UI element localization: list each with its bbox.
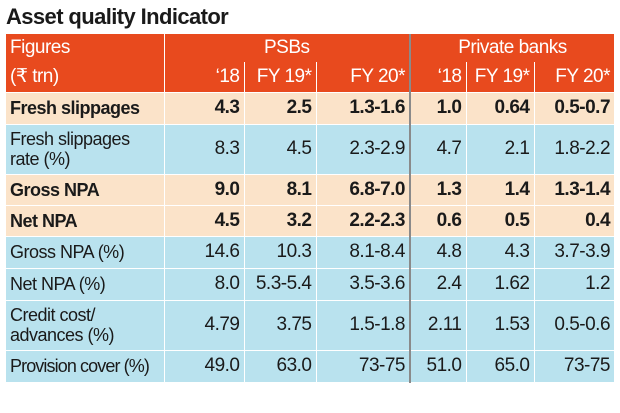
table-row: Provision cover (%) 49.0 63.0 73-75 51.0… xyxy=(6,350,615,383)
table-row: Credit cost/ advances (%) 4.79 3.75 1.5-… xyxy=(6,300,615,351)
cell-psb-18: 4.3 xyxy=(164,92,245,125)
table-row: Fresh slippages rate (%) 8.3 4.5 2.3-2.9… xyxy=(6,124,615,175)
header-figures-label: Figures xyxy=(6,34,165,62)
table-row: Gross NPA 9.0 8.1 6.8-7.0 1.3 1.4 1.3-1.… xyxy=(6,174,615,206)
cell-pvt-fy20: 3.7-3.9 xyxy=(534,236,615,269)
header-col-pvt-fy19: FY 19* xyxy=(466,62,535,93)
cell-psb-fy20: 2.3-2.9 xyxy=(316,124,411,175)
header-col-pvt-18: ‘18 xyxy=(410,62,467,93)
cell-psb-fy19: 2.5 xyxy=(244,92,317,125)
cell-pvt-fy20: 1.8-2.2 xyxy=(534,124,615,175)
cell-psb-fy19: 63.0 xyxy=(244,350,317,383)
row-label: Net NPA (%) xyxy=(6,268,165,301)
cell-pvt-18: 4.8 xyxy=(410,236,467,269)
cell-psb-fy20: 2.2-2.3 xyxy=(316,205,411,237)
row-label: Credit cost/ advances (%) xyxy=(6,300,165,351)
cell-psb-18: 8.0 xyxy=(164,268,245,301)
cell-psb-fy19: 3.2 xyxy=(244,205,317,237)
cell-psb-fy20: 6.8-7.0 xyxy=(316,174,411,206)
cell-pvt-fy19: 0.5 xyxy=(466,205,535,237)
cell-psb-18: 9.0 xyxy=(164,174,245,206)
cell-pvt-fy20: 1.2 xyxy=(534,268,615,301)
cell-psb-18: 4.79 xyxy=(164,300,245,351)
cell-pvt-18: 1.0 xyxy=(410,92,467,125)
header-row-years: (₹ trn) ‘18 FY 19* FY 20* ‘18 FY 19* FY … xyxy=(6,62,615,93)
asset-quality-table: Figures PSBs Private banks (₹ trn) ‘18 F… xyxy=(6,34,615,383)
cell-psb-fy20: 73-75 xyxy=(316,350,411,383)
row-label: Gross NPA xyxy=(6,174,165,206)
cell-psb-fy19: 5.3-5.4 xyxy=(244,268,317,301)
cell-pvt-18: 0.6 xyxy=(410,205,467,237)
cell-pvt-18: 51.0 xyxy=(410,350,467,383)
cell-pvt-fy19: 0.64 xyxy=(466,92,535,125)
header-row-groups: Figures PSBs Private banks xyxy=(6,34,615,62)
header-col-psb-fy19: FY 19* xyxy=(244,62,317,93)
header-group-private-banks: Private banks xyxy=(410,34,615,62)
cell-pvt-fy20: 1.3-1.4 xyxy=(534,174,615,206)
cell-pvt-fy19: 1.53 xyxy=(466,300,535,351)
cell-pvt-18: 2.4 xyxy=(410,268,467,301)
row-label: Fresh slippages xyxy=(6,92,165,125)
table-row: Net NPA 4.5 3.2 2.2-2.3 0.6 0.5 0.4 xyxy=(6,205,615,237)
cell-pvt-fy19: 2.1 xyxy=(466,124,535,175)
cell-pvt-18: 4.7 xyxy=(410,124,467,175)
cell-psb-18: 4.5 xyxy=(164,205,245,237)
cell-psb-18: 8.3 xyxy=(164,124,245,175)
header-col-pvt-fy20: FY 20* xyxy=(534,62,615,93)
cell-pvt-fy19: 65.0 xyxy=(466,350,535,383)
cell-psb-fy20: 1.3-1.6 xyxy=(316,92,411,125)
header-unit-label: (₹ trn) xyxy=(6,62,165,93)
cell-pvt-18: 2.11 xyxy=(410,300,467,351)
cell-pvt-fy19: 1.4 xyxy=(466,174,535,206)
table-row: Net NPA (%) 8.0 5.3-5.4 3.5-3.6 2.4 1.62… xyxy=(6,268,615,301)
cell-pvt-18: 1.3 xyxy=(410,174,467,206)
cell-psb-18: 14.6 xyxy=(164,236,245,269)
header-col-psb-fy20: FY 20* xyxy=(316,62,411,93)
table-row: Gross NPA (%) 14.6 10.3 8.1-8.4 4.8 4.3 … xyxy=(6,236,615,269)
row-label: Net NPA xyxy=(6,205,165,237)
cell-pvt-fy20: 73-75 xyxy=(534,350,615,383)
cell-pvt-fy20: 0.4 xyxy=(534,205,615,237)
header-col-psb-18: ‘18 xyxy=(164,62,245,93)
cell-psb-fy19: 10.3 xyxy=(244,236,317,269)
cell-psb-fy19: 4.5 xyxy=(244,124,317,175)
row-label: Fresh slippages rate (%) xyxy=(6,124,165,175)
header-group-psbs: PSBs xyxy=(164,34,411,62)
table-row: Fresh slippages 4.3 2.5 1.3-1.6 1.0 0.64… xyxy=(6,92,615,125)
cell-psb-fy20: 8.1-8.4 xyxy=(316,236,411,269)
row-label: Provision cover (%) xyxy=(6,350,165,383)
cell-pvt-fy19: 1.62 xyxy=(466,268,535,301)
cell-psb-fy20: 1.5-1.8 xyxy=(316,300,411,351)
page-title: Asset quality Indicator xyxy=(6,4,229,29)
cell-pvt-fy20: 0.5-0.6 xyxy=(534,300,615,351)
cell-psb-18: 49.0 xyxy=(164,350,245,383)
cell-psb-fy19: 3.75 xyxy=(244,300,317,351)
cell-psb-fy19: 8.1 xyxy=(244,174,317,206)
cell-psb-fy20: 3.5-3.6 xyxy=(316,268,411,301)
cell-pvt-fy19: 4.3 xyxy=(466,236,535,269)
cell-pvt-fy20: 0.5-0.7 xyxy=(534,92,615,125)
row-label: Gross NPA (%) xyxy=(6,236,165,269)
